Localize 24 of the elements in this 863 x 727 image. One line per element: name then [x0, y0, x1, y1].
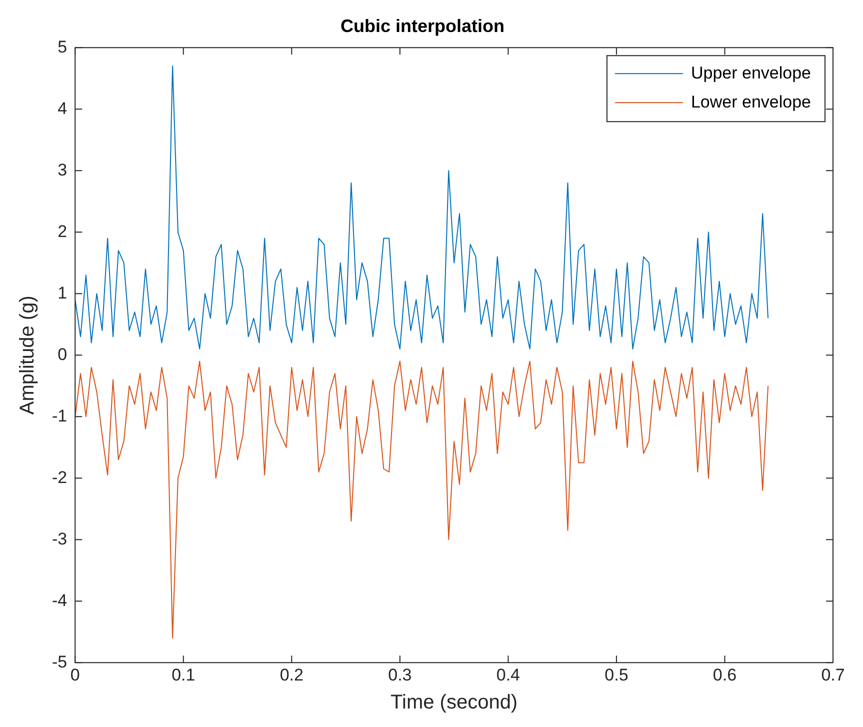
y-tick-label: 4 — [58, 98, 68, 118]
legend-label: Upper envelope — [690, 63, 811, 82]
y-tick-label: 0 — [58, 344, 68, 364]
x-tick-label: 0.2 — [280, 665, 304, 684]
x-tick-label: 0.4 — [496, 665, 520, 684]
y-tick-label: 3 — [58, 160, 68, 180]
x-tick-label: 0.7 — [821, 665, 845, 684]
y-axis-title: Amplitude (g) — [16, 296, 39, 415]
y-tick-label: -2 — [52, 468, 68, 487]
legend-label: Lower envelope — [690, 92, 811, 112]
chart-title: Cubic interpolation — [340, 16, 504, 36]
y-tick-label: -4 — [52, 590, 68, 610]
y-tick-label: 2 — [58, 222, 68, 241]
y-tick-label: -5 — [52, 652, 68, 672]
x-axis-title: Time (second) — [390, 692, 518, 714]
x-tick-label: 0.1 — [172, 665, 196, 684]
x-tick-label: 0.3 — [388, 665, 412, 684]
x-tick-label: 0.5 — [604, 665, 628, 684]
x-tick-label: 0.6 — [712, 665, 737, 684]
y-tick-label: 1 — [58, 283, 68, 302]
y-tick-label: -3 — [52, 529, 68, 548]
x-tick-label: 0 — [70, 665, 80, 684]
y-tick-label: 5 — [58, 37, 68, 56]
y-tick-label: -1 — [52, 406, 68, 426]
